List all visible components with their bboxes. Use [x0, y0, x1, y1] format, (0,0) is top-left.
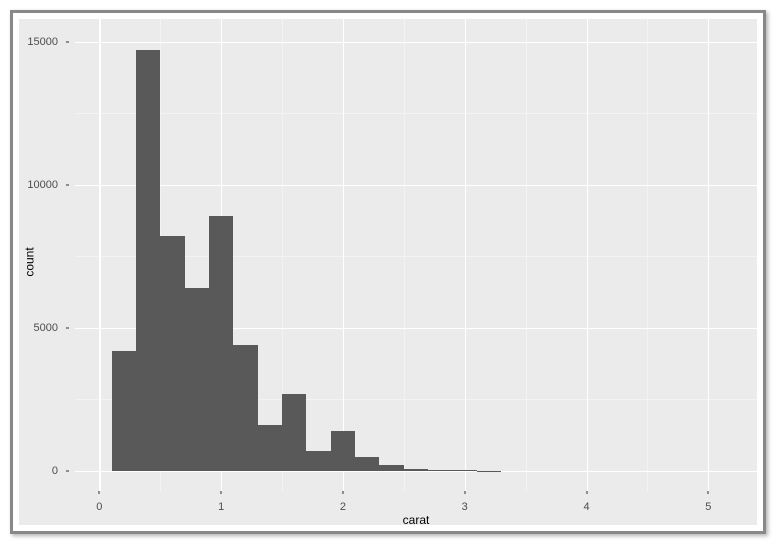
x-tick-label: 5 [705, 501, 711, 513]
x-tick-label: 4 [583, 501, 589, 513]
x-tick-label: 1 [218, 501, 224, 513]
histogram-bar [209, 216, 233, 471]
x-tick-mark [464, 491, 465, 494]
histogram-bar [258, 425, 282, 471]
grid-minor-v [647, 19, 648, 491]
grid-major-v [343, 19, 344, 491]
histogram-bar [404, 469, 428, 471]
grid-minor-v [404, 19, 405, 491]
histogram-bar [136, 50, 160, 471]
histogram-bar [185, 288, 209, 471]
plot-panel [75, 19, 757, 491]
chart-frame: count carat 0 5000 10000 15000 0 1 2 3 4 5 [10, 10, 766, 534]
histogram-bar [112, 351, 136, 471]
y-tick-label: 5000 [34, 322, 58, 334]
y-tick-mark [66, 184, 69, 185]
y-tick-label: 15000 [27, 36, 58, 48]
grid-major-h [75, 185, 757, 186]
y-tick-mark [66, 470, 69, 471]
grid-minor-v [526, 19, 527, 491]
x-tick-label: 0 [96, 501, 102, 513]
x-tick-label: 3 [462, 501, 468, 513]
y-axis-title: count [22, 247, 36, 276]
histogram-bar [355, 457, 379, 471]
x-tick-mark [708, 491, 709, 494]
x-tick-mark [586, 491, 587, 494]
grid-major-v [587, 19, 588, 491]
histogram-bar [282, 394, 306, 471]
x-axis-title: carat [403, 513, 430, 527]
x-tick-label: 2 [340, 501, 346, 513]
x-tick-mark [342, 491, 343, 494]
y-tick-mark [66, 327, 69, 328]
x-tick-mark [221, 491, 222, 494]
grid-major-v [99, 19, 100, 491]
y-tick-label: 0 [52, 465, 58, 477]
histogram-bar [306, 451, 330, 471]
grid-major-h [75, 42, 757, 43]
histogram-bar [379, 465, 403, 471]
y-tick-label: 10000 [27, 179, 58, 191]
grid-minor-h [75, 113, 757, 114]
histogram-bar [331, 431, 355, 471]
histogram-bar [453, 470, 477, 471]
y-tick-mark [66, 41, 69, 42]
grid-major-h [75, 471, 757, 472]
histogram-bar [233, 345, 257, 471]
grid-major-v [708, 19, 709, 491]
histogram-bar [160, 236, 184, 471]
x-tick-mark [99, 491, 100, 494]
grid-major-v [465, 19, 466, 491]
histogram-bar [428, 470, 452, 471]
